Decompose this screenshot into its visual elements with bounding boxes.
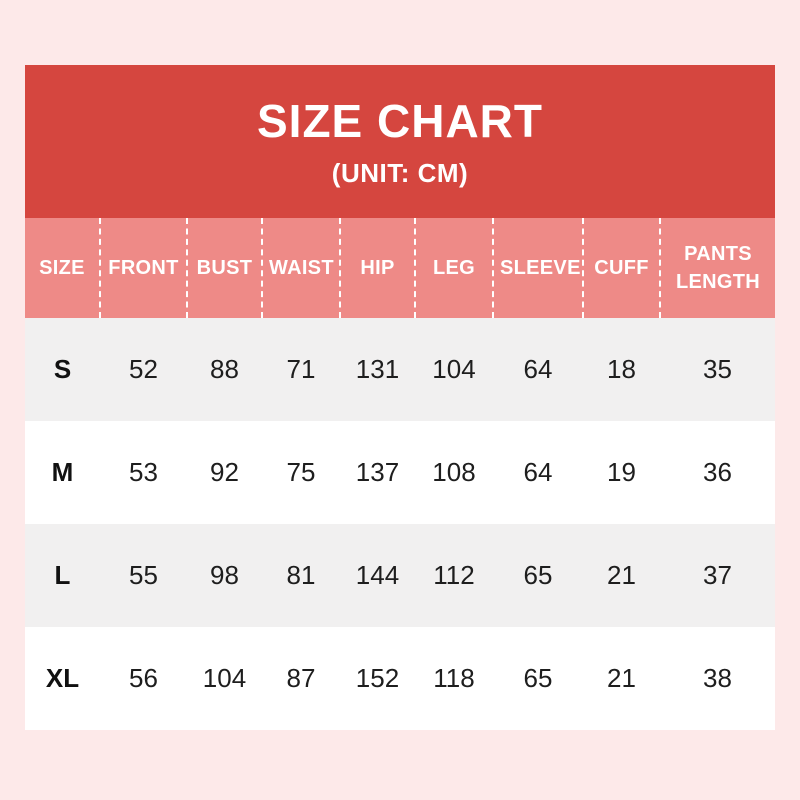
chart-unit-subtitle: (UNIT: CM): [331, 157, 469, 188]
size-chart-card: SIZE CHART (UNIT: CM) SIZE FRONT BUST WA…: [25, 65, 775, 730]
value-cell: 38: [703, 663, 732, 693]
column-header-hip: HIP: [339, 218, 415, 318]
chart-header-banner: SIZE CHART (UNIT: CM): [25, 65, 775, 218]
value-cell: 35: [703, 354, 732, 384]
value-cell: 144: [355, 560, 400, 590]
column-header-row: SIZE FRONT BUST WAIST HIP LEG SLEEVE CUF…: [25, 218, 775, 318]
column-header-waist: WAIST: [261, 218, 340, 318]
value-cell: 112: [433, 560, 475, 590]
value-cell: 19: [607, 457, 636, 487]
value-cell: 75: [286, 457, 316, 487]
column-header-sleeve: SLEEVE: [492, 218, 583, 318]
size-row-m: M 53 92 75 137 108 64 19 36: [25, 421, 775, 524]
size-row-l: L 55 98 81 144 112 65 21 37: [25, 524, 775, 627]
size-cell: M: [51, 457, 74, 487]
value-cell: 104: [202, 663, 247, 693]
value-cell: 64: [523, 457, 553, 487]
column-header-bust: BUST: [186, 218, 262, 318]
value-cell: 87: [286, 663, 316, 693]
column-header-size: SIZE: [25, 218, 100, 318]
value-cell: 36: [703, 457, 732, 487]
column-header-front: FRONT: [99, 218, 187, 318]
value-cell: 98: [210, 560, 239, 590]
size-row-xl: XL 56 104 87 152 118 65 21 38: [25, 627, 775, 730]
size-table: SIZE FRONT BUST WAIST HIP LEG SLEEVE CUF…: [25, 218, 775, 730]
value-cell: 37: [703, 560, 732, 590]
value-cell: 56: [129, 663, 158, 693]
value-cell: 21: [607, 560, 636, 590]
column-header-leg: LEG: [414, 218, 493, 318]
value-cell: 118: [433, 663, 475, 693]
value-cell: 65: [523, 663, 553, 693]
value-cell: 64: [523, 354, 553, 384]
size-row-s: S 52 88 71 131 104 64 18 35: [25, 318, 775, 421]
value-cell: 131: [355, 354, 400, 384]
value-cell: 21: [607, 663, 636, 693]
chart-title: SIZE CHART: [257, 94, 543, 147]
value-cell: 137: [355, 457, 400, 487]
column-header-pants-length: PANTS LENGTH: [659, 218, 775, 318]
value-cell: 71: [286, 354, 316, 384]
value-cell: 55: [129, 560, 158, 590]
size-cell: S: [53, 354, 72, 384]
value-cell: 152: [355, 663, 400, 693]
value-cell: 53: [129, 457, 158, 487]
value-cell: 88: [210, 354, 239, 384]
column-header-cuff: CUFF: [582, 218, 660, 318]
value-cell: 104: [432, 354, 476, 384]
value-cell: 92: [210, 457, 239, 487]
value-cell: 52: [129, 354, 158, 384]
value-cell: 81: [286, 560, 316, 590]
value-cell: 18: [607, 354, 636, 384]
size-cell: L: [54, 560, 71, 590]
size-cell: XL: [45, 663, 80, 693]
value-cell: 65: [523, 560, 553, 590]
value-cell: 108: [432, 457, 476, 487]
